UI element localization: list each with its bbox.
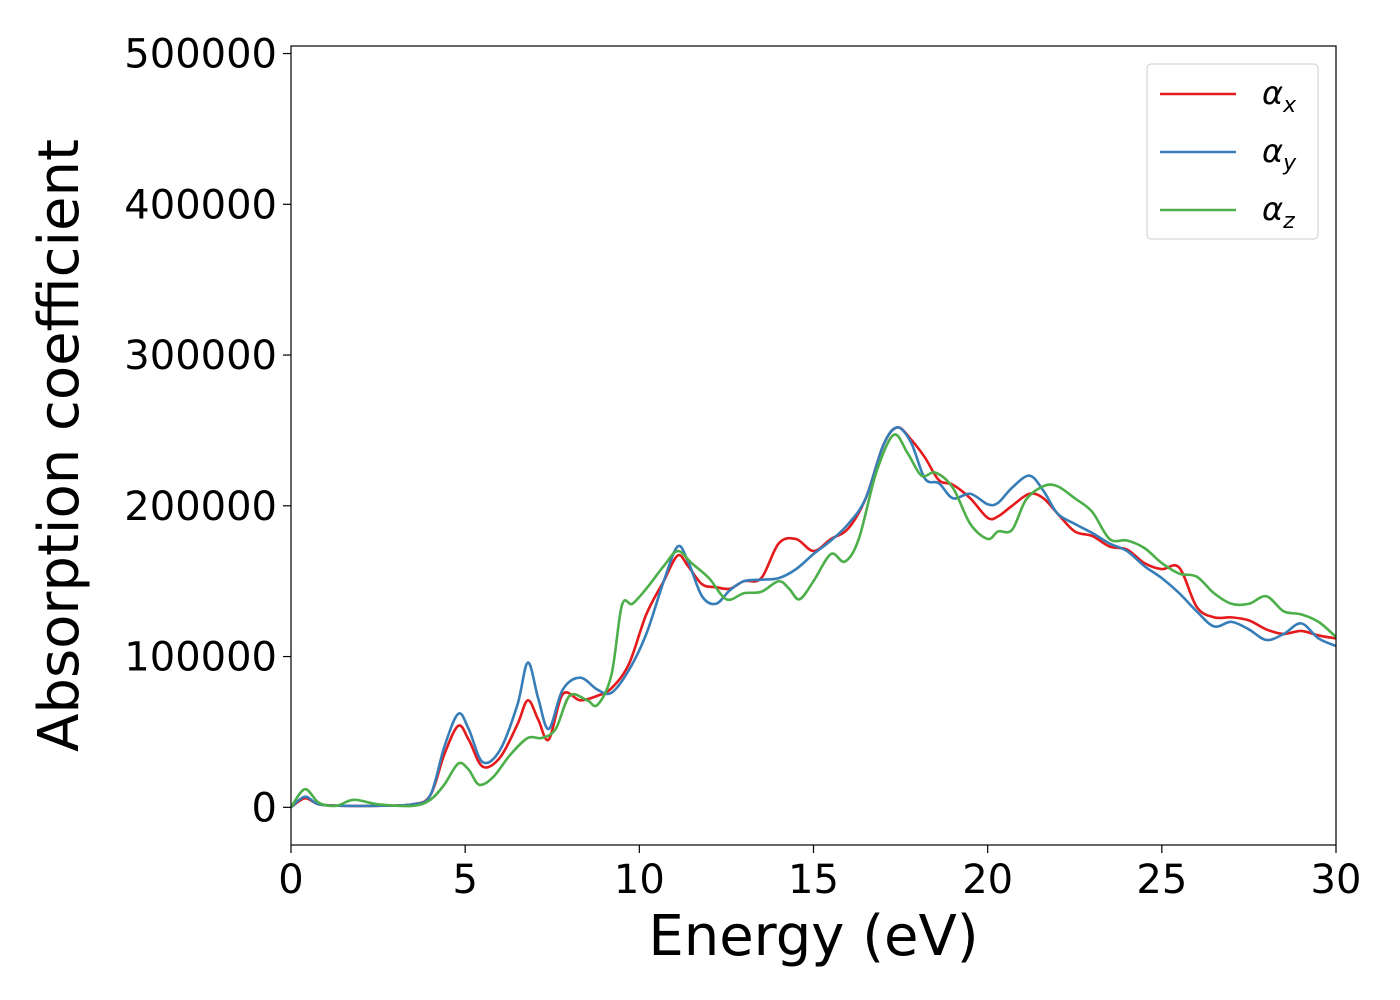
legend-label-base: α xyxy=(1262,190,1283,228)
x-tick-label: 25 xyxy=(1136,857,1187,903)
series-layer xyxy=(291,426,1336,809)
legend-label-subscript: y xyxy=(1282,151,1297,176)
x-tick-label: 30 xyxy=(1311,857,1362,903)
y-axis-ticks: 0 100000 200000 300000 400000 500000 xyxy=(124,32,291,831)
x-tick-label: 15 xyxy=(788,857,839,903)
legend-label-base: α xyxy=(1262,132,1283,170)
x-tick-label: 10 xyxy=(614,857,665,903)
legend-label-base: α xyxy=(1262,74,1283,112)
y-tick-label: 0 xyxy=(252,785,277,831)
y-tick-label: 500000 xyxy=(124,32,277,78)
legend-label-x: αx xyxy=(1262,74,1297,118)
series-line-y xyxy=(291,426,1336,809)
y-tick-label: 400000 xyxy=(124,182,277,228)
legend-label-y: αy xyxy=(1262,132,1297,176)
x-tick-label: 0 xyxy=(278,857,303,903)
series-line-x xyxy=(291,426,1336,809)
series-line-z xyxy=(291,433,1336,809)
y-axis-label: Absorption coefficient xyxy=(27,139,92,752)
y-tick-label: 300000 xyxy=(124,333,277,379)
legend-label-subscript: x xyxy=(1282,93,1297,118)
x-tick-label: 5 xyxy=(452,857,477,903)
y-tick-label: 100000 xyxy=(124,635,277,681)
x-axis-ticks: 0 5 10 15 20 25 30 xyxy=(278,845,1361,903)
legend-label-z: αz xyxy=(1262,190,1295,234)
y-tick-label: 200000 xyxy=(124,484,277,530)
x-tick-label: 20 xyxy=(962,857,1013,903)
x-axis-label: Energy (eV) xyxy=(648,904,978,969)
legend-label-subscript: z xyxy=(1282,209,1295,234)
